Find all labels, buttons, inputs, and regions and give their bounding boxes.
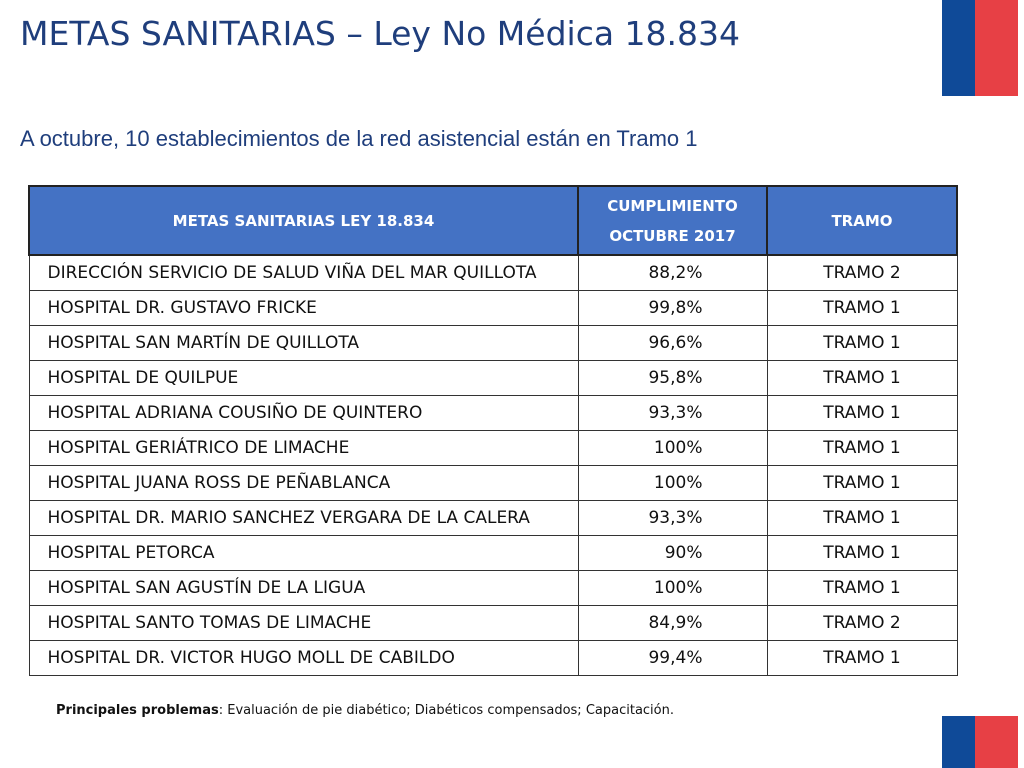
cell-cumplimiento: 93,3% <box>577 395 768 431</box>
cell-tramo: TRAMO 1 <box>766 500 958 536</box>
cell-cumplimiento: 84,9% <box>577 605 768 641</box>
flag-red-stripe <box>975 0 1018 96</box>
table-row: HOSPITAL DE QUILPUE 95,8% TRAMO 1 <box>28 360 958 396</box>
note-text: : Evaluación de pie diabético; Diabético… <box>218 703 674 718</box>
metas-table: METAS SANITARIAS LEY 18.834 CUMPLIMIENTO… <box>28 185 958 676</box>
table-row: HOSPITAL GERIÁTRICO DE LIMACHE 100% TRAMO … <box>28 430 958 466</box>
cell-cumplimiento: 95,8% <box>577 360 768 396</box>
cell-establecimiento: HOSPITAL SAN MARTÍN DE QUILLOTA <box>28 325 579 361</box>
header-cumplimiento: CUMPLIMIENTO OCTUBRE 2017 <box>577 185 768 256</box>
cell-establecimiento: HOSPITAL SANTO TOMAS DE LIMACHE <box>28 605 579 641</box>
cell-establecimiento: HOSPITAL DR. MARIO SANCHEZ VERGARA DE LA… <box>28 500 579 536</box>
cell-tramo: TRAMO 1 <box>766 360 958 396</box>
cell-cumplimiento: 88,2% <box>577 254 768 291</box>
cell-cumplimiento: 93,3% <box>577 500 768 536</box>
flag-blue-stripe <box>942 0 975 96</box>
cell-cumplimiento: 100% <box>577 570 768 606</box>
table-row: HOSPITAL SAN MARTÍN DE QUILLOTA 96,6% TRAM… <box>28 325 958 361</box>
cell-tramo: TRAMO 2 <box>766 254 958 291</box>
flag-red-stripe <box>975 716 1018 768</box>
cell-establecimiento: HOSPITAL ADRIANA COUSIÑO DE QUINTERO <box>28 395 579 431</box>
note-label: Principales problemas <box>56 703 219 718</box>
cell-tramo: TRAMO 1 <box>766 290 958 326</box>
table-row: HOSPITAL ADRIANA COUSIÑO DE QUINTERO 93,3… <box>28 395 958 431</box>
cell-cumplimiento: 99,8% <box>577 290 768 326</box>
cell-establecimiento: HOSPITAL GERIÁTRICO DE LIMACHE <box>28 430 579 466</box>
header-cumplimiento-line1: CUMPLIMIENTO <box>607 196 738 215</box>
note: Principales problemas: Evaluación de pie… <box>56 703 674 718</box>
cell-tramo: TRAMO 2 <box>766 605 958 641</box>
cell-tramo: TRAMO 1 <box>766 570 958 606</box>
flag-blue-stripe <box>942 716 975 768</box>
table-row: HOSPITAL DR. MARIO SANCHEZ VERGARA DE LA… <box>28 500 958 536</box>
cell-tramo: TRAMO 1 <box>766 325 958 361</box>
cell-establecimiento: DIRECCIÓN SERVICIO DE SALUD VIÑA DEL MAR… <box>28 254 579 291</box>
table-row: DIRECCIÓN SERVICIO DE SALUD VIÑA DEL MAR… <box>28 254 958 291</box>
cell-establecimiento: HOSPITAL DR. GUSTAVO FRICKE <box>28 290 579 326</box>
header-metas: METAS SANITARIAS LEY 18.834 <box>28 185 579 256</box>
table-row: HOSPITAL JUANA ROSS DE PEÑABLANCA 100% TRA… <box>28 465 958 501</box>
table-row: HOSPITAL DR. VICTOR HUGO MOLL DE CABILDO… <box>28 640 958 676</box>
cell-cumplimiento: 96,6% <box>577 325 768 361</box>
table-row: HOSPITAL DR. GUSTAVO FRICKE 99,8% TRAMO 1 <box>28 290 958 326</box>
cell-cumplimiento: 99,4% <box>577 640 768 676</box>
header-tramo: TRAMO <box>766 185 958 256</box>
cell-establecimiento: HOSPITAL SAN AGUSTÍN DE LA LIGUA <box>28 570 579 606</box>
cell-tramo: TRAMO 1 <box>766 535 958 571</box>
flag-decoration-top <box>942 0 1018 96</box>
cell-establecimiento: HOSPITAL DR. VICTOR HUGO MOLL DE CABILDO <box>28 640 579 676</box>
table-header-row: METAS SANITARIAS LEY 18.834 CUMPLIMIENTO… <box>28 185 958 256</box>
cell-cumplimiento: 90% <box>577 535 768 571</box>
cell-tramo: TRAMO 1 <box>766 395 958 431</box>
cell-establecimiento: HOSPITAL PETORCA <box>28 535 579 571</box>
page-title: METAS SANITARIAS – Ley No Médica 18.834 <box>20 14 741 53</box>
table-row: HOSPITAL SAN AGUSTÍN DE LA LIGUA 100% TRAM… <box>28 570 958 606</box>
table-row: HOSPITAL PETORCA 90% TRAMO 1 <box>28 535 958 571</box>
flag-decoration-bottom <box>942 716 1018 768</box>
page-subtitle: A octubre, 10 establecimientos de la red… <box>20 126 698 151</box>
cell-establecimiento: HOSPITAL JUANA ROSS DE PEÑABLANCA <box>28 465 579 501</box>
cell-establecimiento: HOSPITAL DE QUILPUE <box>28 360 579 396</box>
cell-tramo: TRAMO 1 <box>766 465 958 501</box>
cell-cumplimiento: 100% <box>577 430 768 466</box>
table-row: HOSPITAL SANTO TOMAS DE LIMACHE 84,9% TRAM… <box>28 605 958 641</box>
cell-cumplimiento: 100% <box>577 465 768 501</box>
header-cumplimiento-line2: OCTUBRE 2017 <box>609 226 736 245</box>
cell-tramo: TRAMO 1 <box>766 430 958 466</box>
cell-tramo: TRAMO 1 <box>766 640 958 676</box>
